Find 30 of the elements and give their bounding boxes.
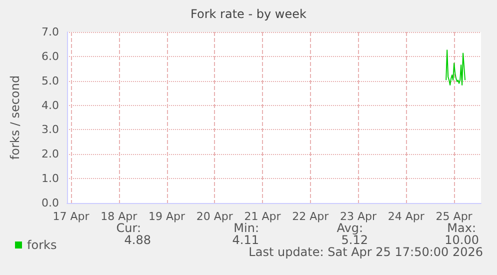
text: 5.12 <box>341 233 368 247</box>
y-tick-label: 0.0 <box>42 196 59 210</box>
line-series <box>446 50 466 86</box>
y-axis-title: forks / second <box>8 75 22 160</box>
y-tick-label: 4.0 <box>42 98 59 112</box>
text: Avg: <box>336 221 364 235</box>
y-tick-label: 5.0 <box>42 74 59 88</box>
x-tick-label: 22 Apr <box>292 210 330 223</box>
y-tick-label: 2.0 <box>42 148 59 161</box>
x-tick-label: 19 Apr <box>148 210 186 223</box>
y-tick-label: 1.0 <box>42 172 59 186</box>
legend-label: forks <box>27 238 57 252</box>
x-tick-label: 21 Apr <box>244 210 282 223</box>
text: Min: <box>234 221 260 235</box>
chart-title: Fork rate - by week <box>190 7 306 21</box>
x-tick-label: 24 Apr <box>388 210 425 223</box>
text: 10.00 <box>444 233 480 247</box>
text: Last update: Sat Apr 25 17:50:00 2026 <box>248 245 484 259</box>
x-tick-label: 18 Apr <box>100 210 138 223</box>
text: 4.88 <box>124 233 151 247</box>
y-tick-label: 7.0 <box>42 26 59 38</box>
text: 4.11 <box>232 233 259 247</box>
y-tick-label: 3.0 <box>42 123 59 136</box>
x-tick-label: 17 Apr <box>52 210 90 223</box>
x-tick-label: 23 Apr <box>340 210 378 223</box>
x-tick-label: 25 Apr <box>436 210 473 223</box>
text: Cur: <box>116 221 141 235</box>
x-tick-label: 20 Apr <box>196 210 234 223</box>
text: Max: <box>447 221 476 235</box>
y-tick-label: 6.0 <box>42 50 59 63</box>
